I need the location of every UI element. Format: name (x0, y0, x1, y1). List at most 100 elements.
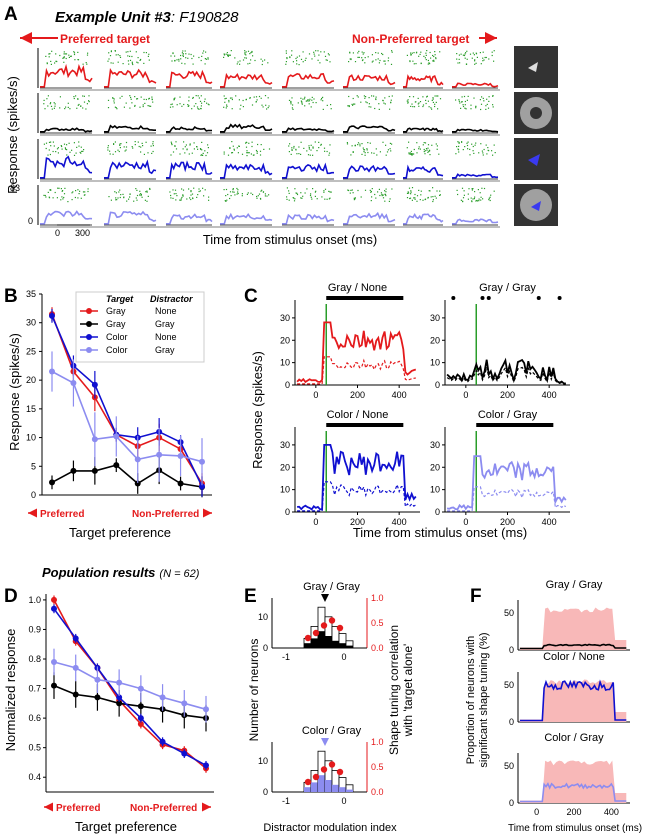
raster-tick (63, 56, 65, 58)
correlation-point (312, 629, 320, 637)
raster-tick (302, 98, 304, 100)
raster-tick (173, 98, 175, 100)
raster-tick (423, 55, 425, 57)
raster-tick (241, 193, 243, 195)
raster-tick (414, 198, 416, 200)
raster-tick (384, 103, 386, 105)
raster-tick (45, 147, 47, 150)
raster-tick (179, 103, 181, 105)
raster-tick (349, 192, 351, 194)
raster-tick (326, 59, 328, 61)
raster-tick (59, 96, 61, 98)
raster-tick (190, 191, 192, 193)
raster-tick (382, 141, 384, 143)
raster-tick (309, 154, 311, 156)
raster-tick (434, 103, 436, 105)
raster-tick (54, 62, 56, 64)
raster-tick (436, 95, 438, 97)
raster-tick (465, 63, 468, 65)
raster-tick (182, 54, 184, 56)
psth-line (343, 125, 396, 133)
raster-tick (324, 150, 326, 152)
panel-label-d: D (4, 586, 18, 607)
psth-line (282, 213, 335, 225)
raster-tick (45, 196, 47, 198)
raster-tick (471, 200, 473, 202)
raster-tick (149, 188, 151, 190)
raster-tick (203, 195, 205, 197)
raster-tick (381, 52, 383, 55)
raster-tick (312, 154, 314, 156)
raster-tick (151, 96, 153, 98)
raster-tick (348, 95, 350, 98)
raster-tick (64, 53, 66, 55)
raster-tick (378, 188, 380, 190)
raster-tick (141, 142, 143, 144)
raster-tick (174, 97, 176, 99)
raster-tick (259, 154, 262, 156)
panel-a-xtick-300: 300 (75, 228, 90, 238)
histogram-bar-filled (332, 640, 339, 648)
raster-tick (429, 51, 431, 54)
raster-tick (187, 104, 189, 106)
raster-tick (227, 54, 229, 57)
raster-tick (418, 55, 420, 57)
raster-tick (138, 145, 140, 148)
panel-d-ytick-label: 0.8 (28, 654, 41, 664)
raster-tick (110, 62, 112, 64)
correlation-point (336, 768, 344, 776)
raster-tick (493, 60, 495, 62)
raster-tick (422, 96, 424, 98)
raster-tick (321, 196, 323, 198)
raster-tick (77, 98, 79, 100)
raster-tick (409, 153, 411, 155)
raster-tick (238, 145, 240, 147)
raster-tick (462, 201, 464, 203)
raster-tick (172, 197, 174, 199)
raster-tick (323, 147, 326, 149)
raster-tick (47, 105, 49, 107)
raster-tick (316, 150, 318, 152)
raster-tick (127, 60, 129, 62)
panel-d-point (94, 676, 101, 683)
panel-b-point (91, 436, 98, 443)
raster-tick (74, 196, 76, 199)
raster-tick (201, 149, 203, 151)
raster-tick (238, 145, 240, 147)
raster-tick (369, 189, 371, 191)
panel-c-subplot-title: Color / None (327, 409, 389, 421)
raster-tick (143, 62, 145, 64)
raster-tick (250, 52, 252, 54)
panel-b-point (70, 467, 77, 474)
panel-d-point (51, 596, 57, 603)
raster-tick (228, 54, 230, 56)
raster-tick (148, 98, 150, 100)
panel-d-series-line (53, 684, 207, 719)
raster-tick (455, 153, 457, 155)
raster-tick (239, 60, 241, 62)
raster-tick (406, 54, 408, 56)
panel-e-xtick-label: -1 (282, 796, 290, 806)
raster-tick (365, 96, 367, 98)
panel-d-point (116, 679, 123, 686)
panel-e-ylabel-right-1: Shape tuning correlation (387, 625, 401, 755)
raster-tick (462, 104, 464, 106)
raster-tick (390, 99, 392, 101)
raster-tick (324, 55, 327, 57)
panel-b-ytick-label: 10 (26, 433, 36, 443)
raster-tick (381, 195, 383, 197)
raster-tick (113, 143, 115, 145)
raster-tick (137, 57, 139, 59)
raster-tick (62, 198, 64, 200)
raster-tick (288, 190, 290, 192)
raster-tick (144, 102, 146, 104)
raster-tick (387, 149, 389, 151)
raster-tick (44, 194, 46, 197)
raster-tick (57, 147, 59, 149)
raster-tick (352, 97, 354, 100)
raster-tick (123, 197, 125, 199)
raster-tick (131, 102, 133, 104)
raster-tick (52, 150, 54, 153)
raster-tick (66, 149, 68, 151)
raster-tick (298, 146, 300, 148)
